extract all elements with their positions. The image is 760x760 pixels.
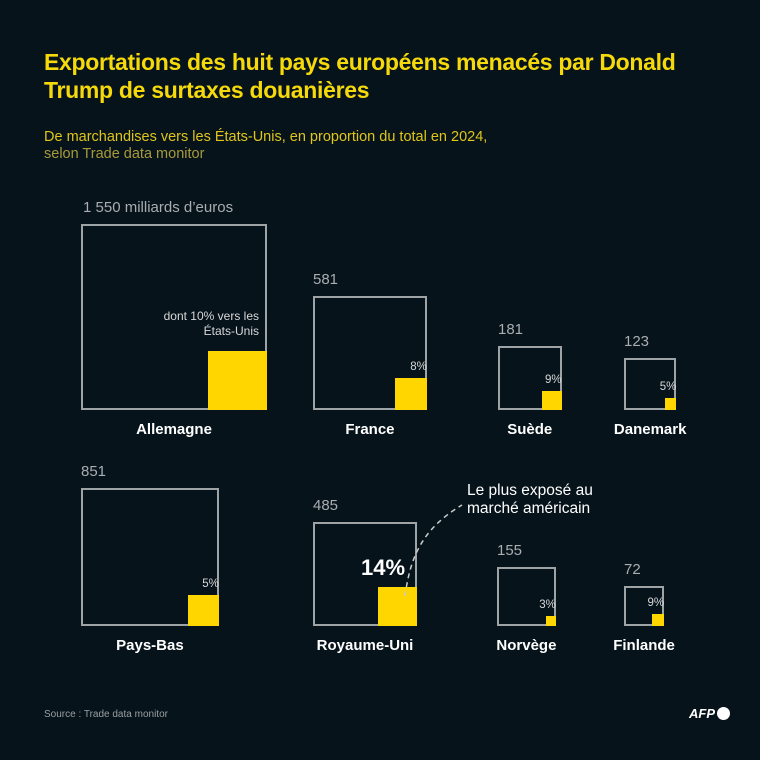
total-label: 1 550 milliards d’euros <box>83 199 234 216</box>
country-label: France <box>345 421 395 438</box>
share-label: 3% <box>539 598 556 611</box>
country-label: Allemagne <box>136 421 212 438</box>
chart-subtitle: De marchandises vers les États-Unis, en … <box>44 129 487 163</box>
country-label: Suède <box>507 421 553 438</box>
total-label: 123 <box>624 332 650 350</box>
total-square-0 <box>81 224 267 410</box>
subtitle-main: De marchandises vers les États-Unis, en … <box>44 129 488 145</box>
us-share-square <box>378 587 418 626</box>
share-label: 9% <box>647 596 665 609</box>
subtitle-source: selon Trade data monitor <box>44 146 205 162</box>
country-label: Royaume-Uni <box>316 637 414 654</box>
logo-text: AFP <box>689 706 715 721</box>
total-label: 485 <box>313 496 339 514</box>
share-label: 14% <box>361 555 406 581</box>
logo-dot <box>717 707 730 720</box>
total-square-1 <box>313 296 427 410</box>
country-label: Finlande <box>613 637 675 654</box>
afp-logo: AFP <box>689 706 730 721</box>
country-label: Danemark <box>613 421 687 438</box>
total-label: 851 <box>81 463 107 481</box>
total-label: 181 <box>498 321 524 339</box>
country-label: Pays-Bas <box>116 637 184 654</box>
us-share-square <box>652 613 665 626</box>
chart-title: Exportations des huit pays européens men… <box>44 49 676 103</box>
total-square-5 <box>313 521 418 626</box>
total-label: 155 <box>497 542 523 560</box>
us-share-square <box>188 595 219 626</box>
total-square-2 <box>498 346 562 410</box>
total-label: 581 <box>313 271 339 289</box>
share-label: dont 10% vers les États-Unis <box>163 309 259 339</box>
share-label: 5% <box>202 578 219 591</box>
annotation-dashed-line <box>404 504 463 597</box>
share-label: 8% <box>410 360 427 373</box>
total-label: 72 <box>624 560 641 578</box>
us-share-square <box>664 398 677 410</box>
share-label: 5% <box>659 381 677 394</box>
country-label: Norvège <box>496 637 557 654</box>
us-share-square <box>545 615 556 626</box>
share-label: 9% <box>544 373 562 386</box>
source-note: Source : Trade data monitor <box>44 709 168 720</box>
us-share-square <box>208 351 267 410</box>
us-share-square <box>542 390 562 410</box>
us-share-square <box>394 377 427 410</box>
total-square-4 <box>81 488 219 626</box>
total-square-7 <box>624 585 665 626</box>
total-square-3 <box>624 357 677 410</box>
annotation-text: Le plus exposé au marché américain <box>467 482 593 517</box>
total-square-6 <box>497 567 556 626</box>
